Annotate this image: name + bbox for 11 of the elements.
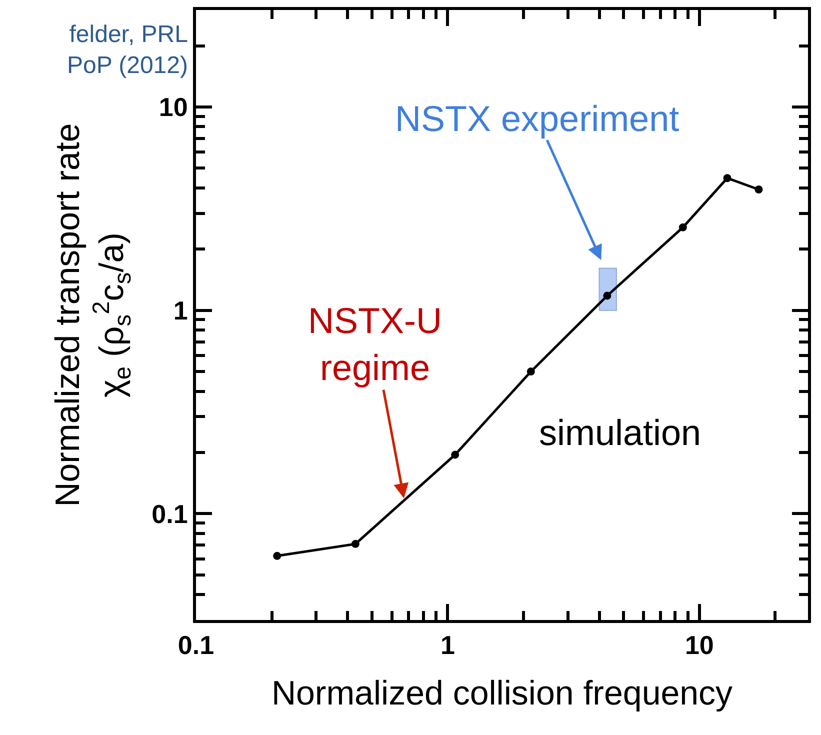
y-tick-label: 10 xyxy=(158,92,188,122)
annotation: NSTX-U regime xyxy=(308,300,442,388)
y-tick-label: 0.1 xyxy=(152,498,188,529)
x-axis-title: Normalized collision frequency xyxy=(271,674,733,712)
annotation: NSTX experiment xyxy=(395,98,680,139)
x-tick-label: 1 xyxy=(440,630,455,660)
x-tick-label: 0.1 xyxy=(178,630,214,660)
y-tick-label: 1 xyxy=(173,295,188,326)
text: felder, PRL PoP (2012) xyxy=(67,21,188,80)
x-tick-label: 10 xyxy=(684,630,714,660)
annotation: simulation xyxy=(539,412,702,453)
